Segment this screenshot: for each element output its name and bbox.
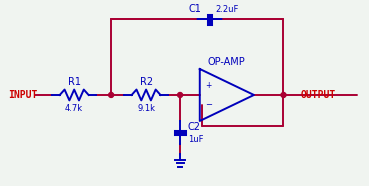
Text: OP-AMP: OP-AMP	[208, 57, 246, 67]
Text: INPUT: INPUT	[8, 90, 37, 100]
Text: C2: C2	[188, 122, 201, 132]
Text: 1uF: 1uF	[188, 135, 203, 144]
Text: +: +	[206, 81, 212, 90]
Text: R2: R2	[139, 77, 153, 87]
Text: R1: R1	[68, 77, 81, 87]
Text: OUTPUT: OUTPUT	[300, 90, 335, 100]
Circle shape	[177, 92, 183, 97]
Circle shape	[281, 92, 286, 97]
Text: 2.2uF: 2.2uF	[215, 5, 239, 14]
Circle shape	[108, 92, 114, 97]
Text: 9.1k: 9.1k	[137, 104, 155, 113]
Text: 4.7k: 4.7k	[65, 104, 83, 113]
Text: −: −	[205, 100, 212, 109]
Text: C1: C1	[189, 4, 202, 14]
